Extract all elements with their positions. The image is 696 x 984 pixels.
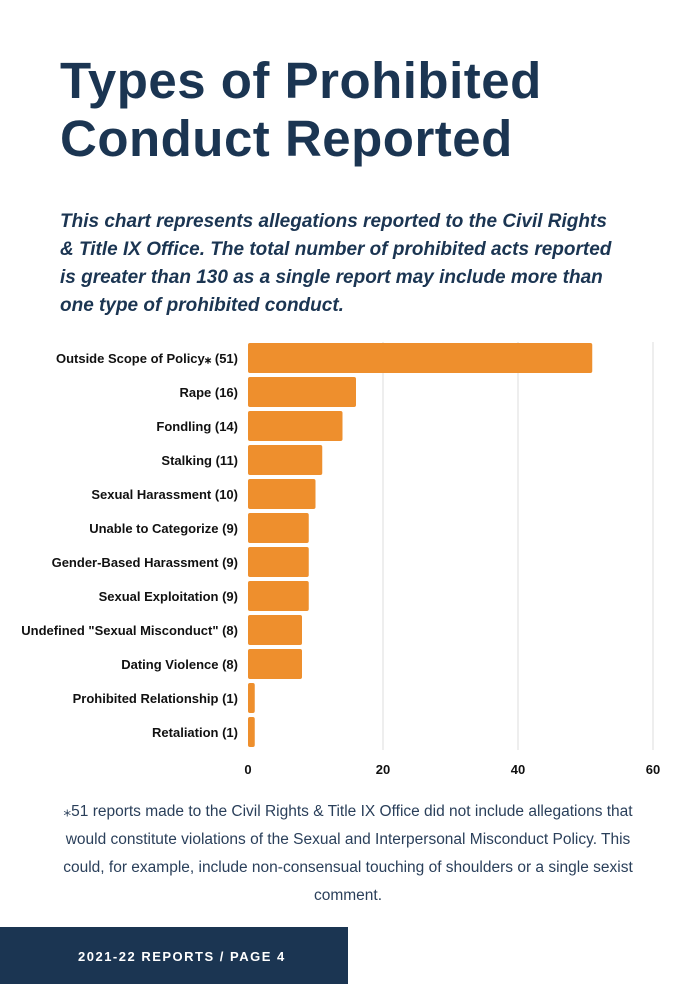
bar: [248, 445, 323, 475]
x-tick-label: 60: [646, 762, 660, 777]
category-label: Fondling (14): [156, 419, 238, 434]
bar: [248, 377, 356, 407]
footer-bar: 2021-22 REPORTS / PAGE 4: [0, 927, 348, 984]
category-label: Gender-Based Harassment (9): [52, 555, 238, 570]
footnote: ⁎51 reports made to the Civil Rights & T…: [63, 803, 633, 904]
bar: [248, 343, 593, 373]
category-label: Unable to Categorize (9): [89, 521, 238, 536]
title-line-2: Conduct Reported: [60, 110, 513, 167]
category-label: Rape (16): [179, 385, 238, 400]
category-label: Outside Scope of Policy⁎ (51): [56, 351, 238, 366]
bar: [248, 649, 302, 679]
chart-description: This chart represents allegations report…: [60, 211, 612, 316]
x-tick-label: 40: [511, 762, 525, 777]
x-tick-label: 20: [376, 762, 390, 777]
bar: [248, 581, 309, 611]
category-label: Prohibited Relationship (1): [73, 691, 238, 706]
category-label: Sexual Harassment (10): [91, 487, 238, 502]
page-title: Types of Prohibited Conduct Reported: [60, 52, 542, 168]
title-line-1: Types of Prohibited: [60, 52, 542, 109]
category-label: Dating Violence (8): [121, 657, 238, 672]
footer-label: 2021-22 REPORTS / PAGE 4: [78, 949, 286, 964]
category-label: Sexual Exploitation (9): [99, 589, 238, 604]
bar: [248, 683, 255, 713]
bar: [248, 479, 316, 509]
bar: [248, 411, 343, 441]
bar: [248, 513, 309, 543]
bar: [248, 615, 302, 645]
x-tick-label: 0: [244, 762, 251, 777]
category-label: Stalking (11): [161, 453, 238, 468]
bar: [248, 717, 255, 747]
bar: [248, 547, 309, 577]
bar-chart: 0 20 40 60 Outside Scope of Policy⁎ (51) Rape…: [21, 342, 660, 777]
category-label: Retaliation (1): [152, 725, 238, 740]
category-label: Undefined "Sexual Misconduct" (8): [21, 623, 238, 638]
